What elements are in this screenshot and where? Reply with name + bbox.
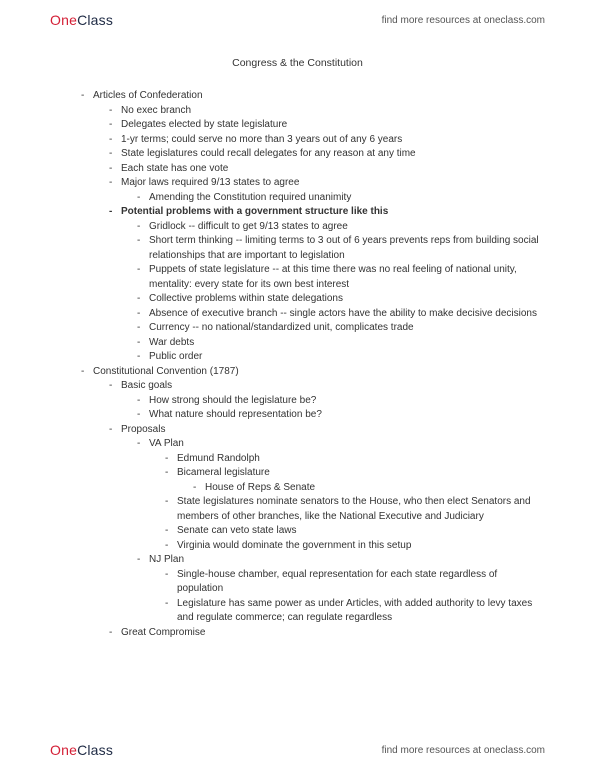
- outline-item: Potential problems with a government str…: [107, 205, 540, 220]
- footer-tagline: find more resources at oneclass.com: [382, 745, 545, 756]
- outline-item: House of Reps & Senate: [191, 481, 540, 496]
- document-title: Congress & the Constitution: [55, 56, 540, 71]
- logo-class-footer: Class: [77, 742, 113, 758]
- outline-item: Major laws required 9/13 states to agree: [107, 176, 540, 191]
- outline-item: Absence of executive branch -- single ac…: [135, 307, 540, 322]
- logo-class: Class: [77, 12, 113, 28]
- outline-item: VA Plan: [135, 437, 540, 452]
- outline-item: Basic goals: [107, 379, 540, 394]
- outline-item: Public order: [135, 350, 540, 365]
- outline-item: Articles of Confederation: [79, 89, 540, 104]
- outline-item: Constitutional Convention (1787): [79, 365, 540, 380]
- outline-item: Edmund Randolph: [163, 452, 540, 467]
- outline-item: Virginia would dominate the government i…: [163, 539, 540, 554]
- brand-logo: OneClass: [50, 12, 113, 28]
- logo-one: One: [50, 12, 77, 28]
- outline-item: 1-yr terms; could serve no more than 3 y…: [107, 133, 540, 148]
- outline-item: Delegates elected by state legislature: [107, 118, 540, 133]
- header-tagline: find more resources at oneclass.com: [382, 15, 545, 26]
- outline-item: Legislature has same power as under Arti…: [163, 597, 540, 626]
- outline-list: Articles of ConfederationNo exec branchD…: [55, 89, 540, 640]
- outline-item: Puppets of state legislature -- at this …: [135, 263, 540, 292]
- outline-item: State legislatures could recall delegate…: [107, 147, 540, 162]
- outline-item: Single-house chamber, equal representati…: [163, 568, 540, 597]
- outline-item: War debts: [135, 336, 540, 351]
- outline-item: Collective problems within state delegat…: [135, 292, 540, 307]
- outline-item: Great Compromise: [107, 626, 540, 641]
- outline-item: Currency -- no national/standardized uni…: [135, 321, 540, 336]
- outline-item: State legislatures nominate senators to …: [163, 495, 540, 524]
- outline-item: Short term thinking -- limiting terms to…: [135, 234, 540, 263]
- outline-item: No exec branch: [107, 104, 540, 119]
- outline-item: What nature should representation be?: [135, 408, 540, 423]
- outline-item: Bicameral legislature: [163, 466, 540, 481]
- logo-one-footer: One: [50, 742, 77, 758]
- outline-item: How strong should the legislature be?: [135, 394, 540, 409]
- document-content: Congress & the Constitution Articles of …: [0, 36, 595, 640]
- page-header: OneClass find more resources at oneclass…: [0, 0, 595, 36]
- outline-item: NJ Plan: [135, 553, 540, 568]
- page-footer: OneClass find more resources at oneclass…: [0, 734, 595, 770]
- outline-item: Gridlock -- difficult to get 9/13 states…: [135, 220, 540, 235]
- outline-item: Each state has one vote: [107, 162, 540, 177]
- outline-item: Senate can veto state laws: [163, 524, 540, 539]
- outline-item: Proposals: [107, 423, 540, 438]
- brand-logo-footer: OneClass: [50, 742, 113, 758]
- outline-item: Amending the Constitution required unani…: [135, 191, 540, 206]
